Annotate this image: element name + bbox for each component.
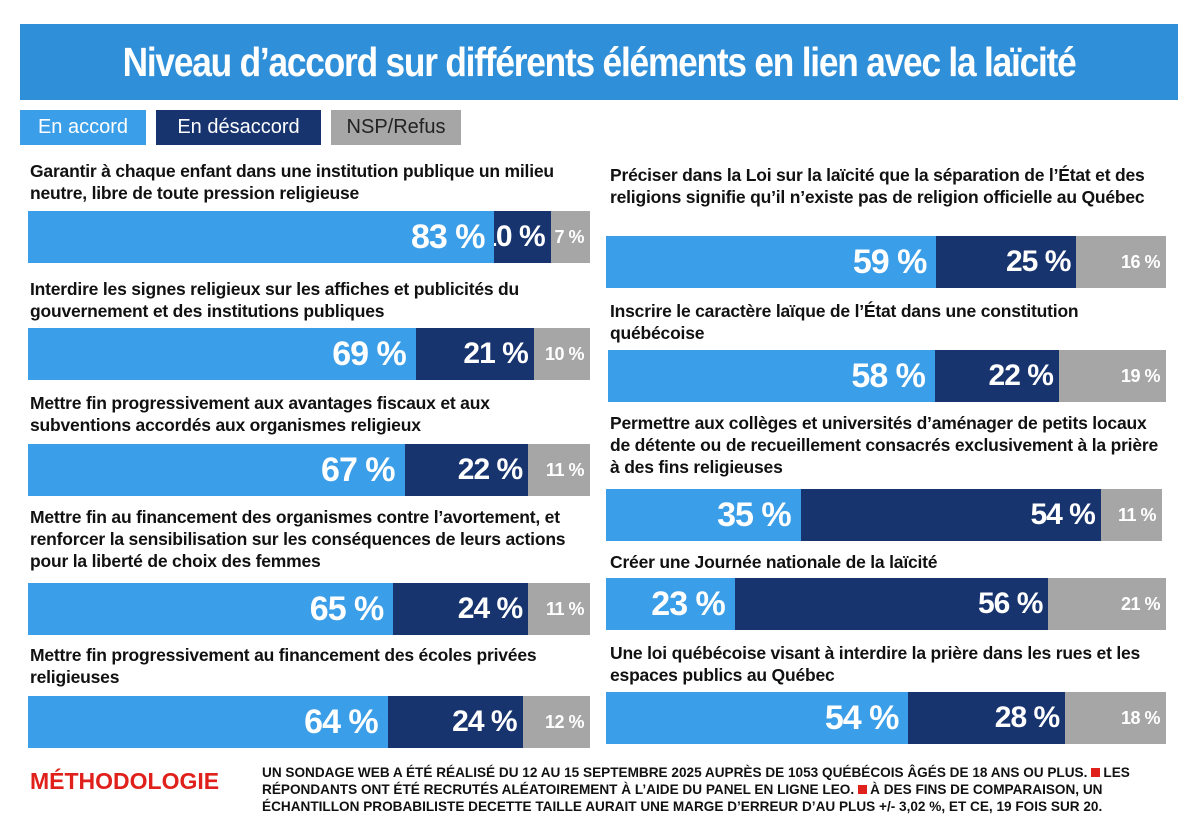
bar-segment-en-accord: 64 % (28, 696, 388, 748)
stacked-bar: 58 % 22 % 19 % (608, 350, 1166, 402)
data-label: 25 % (1006, 245, 1071, 278)
bar-segment-nsp-refus: 11 % (528, 444, 590, 496)
statement-label: Inscrire le caractère laïque de l’État d… (610, 301, 1079, 343)
statement-label: Préciser dans la Loi sur la laïcité que … (610, 165, 1145, 207)
methodology-heading: MÉTHODOLOGIE (30, 768, 220, 794)
stacked-bar: 83 % 10 % 7 % (28, 211, 590, 263)
bar-segment-en-desaccord: 10 % (494, 211, 551, 263)
stacked-bar: 23 % 56 % 21 % (606, 578, 1166, 630)
chart-title: Niveau d’accord sur différents éléments … (122, 38, 1076, 85)
statement-label: Mettre fin progressivement aux avantages… (30, 393, 490, 435)
data-label: 23 % (651, 584, 725, 623)
data-label: 11 % (545, 598, 585, 619)
bar-segment-nsp-refus: 10 % (533, 328, 590, 380)
bar-segment-en-desaccord: 24 % (387, 696, 523, 748)
bar-segment-nsp-refus: 7 % (550, 211, 590, 263)
data-label: 65 % (309, 589, 384, 628)
statement-label: Mettre fin progressivement au financemen… (30, 645, 537, 687)
bar-segment-en-desaccord: 54 % (800, 489, 1101, 541)
statement-label: Mettre fin au financement des organismes… (30, 507, 566, 571)
data-label: 11 % (545, 459, 585, 480)
legend-label: NSP/Refus (346, 116, 446, 138)
bar-segment-en-desaccord: 28 % (908, 692, 1066, 744)
data-label: 19 % (1120, 365, 1161, 386)
data-label: 24 % (452, 705, 517, 738)
bar-segment-nsp-refus: 16 % (1076, 236, 1166, 288)
stacked-bar: 69 % 21 % 10 % (28, 328, 590, 380)
bar-segment-en-desaccord: 22 % (934, 350, 1059, 402)
data-label: 58 % (851, 356, 925, 395)
red-square-icon (858, 785, 868, 794)
data-label: 83 % (410, 217, 485, 256)
legend-en-desaccord: En désaccord (156, 110, 321, 145)
data-label: 11 % (1117, 504, 1157, 525)
data-label: 54 % (824, 698, 899, 737)
bar-segment-nsp-refus: 18 % (1065, 692, 1166, 744)
data-label: 56 % (978, 587, 1043, 620)
data-label: 22 % (457, 453, 523, 486)
data-label: 7 % (554, 226, 584, 247)
stacked-bar: 35 % 54 % 11 % (606, 489, 1162, 541)
data-label: 59 % (852, 242, 927, 281)
stacked-bar: 54 % 28 % 18 % (606, 692, 1166, 744)
statement-label: Interdire les signes religieux sur les a… (30, 279, 520, 321)
methodology-part-3: À DES FINS DE COMPARAISON, UN ÉCHANTILLO… (262, 782, 1103, 814)
bar-segment-en-desaccord: 21 % (415, 328, 534, 380)
bar-segment-nsp-refus: 19 % (1058, 350, 1166, 402)
data-label: 12 % (544, 711, 585, 732)
bar-segment-en-desaccord: 24 % (393, 583, 529, 635)
bar-segment-en-accord: 69 % (28, 328, 416, 380)
data-label: 67 % (321, 450, 395, 489)
bar-segment-en-accord: 54 % (606, 692, 909, 744)
data-label: 22 % (988, 359, 1054, 392)
data-label: 21 % (463, 337, 528, 370)
statement-label: Une loi québécoise visant à interdire la… (610, 643, 1141, 685)
methodology-part-2: LES RÉPONDANTS ONT ÉTÉ RECRUTÉS ALÉATOIR… (262, 765, 1130, 797)
methodology-part-1: UN SONDAGE WEB A ÉTÉ RÉALISÉ DU 12 AU 15… (262, 765, 1088, 780)
data-label: 54 % (1030, 498, 1095, 531)
bar-segment-nsp-refus: 21 % (1048, 578, 1166, 630)
stacked-bar: 65 % 24 % 11 % (28, 583, 590, 635)
stacked-bar: 64 % 24 % 12 % (28, 696, 590, 748)
bar-segment-en-accord: 35 % (606, 489, 801, 541)
stacked-bar: 59 % 25 % 16 % (606, 236, 1166, 288)
bar-segment-nsp-refus: 11 % (528, 583, 590, 635)
data-label: 24 % (457, 592, 523, 625)
title-bar: Niveau d’accord sur différents éléments … (20, 24, 1178, 100)
bar-segment-en-accord: 23 % (606, 578, 735, 630)
data-label: 28 % (994, 701, 1060, 734)
data-label: 64 % (304, 702, 378, 741)
bar-segment-en-desaccord: 25 % (936, 236, 1077, 288)
data-label: 16 % (1120, 251, 1161, 272)
bar-segment-en-accord: 65 % (28, 583, 394, 635)
legend-label: En accord (37, 116, 129, 138)
legend-en-accord: En accord (20, 110, 146, 145)
statement-label: Créer une Journée nationale de la laïcit… (610, 552, 938, 572)
statement-label: Permettre aux collèges et universités d’… (610, 413, 1159, 477)
bar-segment-en-desaccord: 22 % (404, 444, 529, 496)
bar-segment-en-accord: 83 % (28, 211, 495, 263)
data-label: 21 % (1120, 593, 1161, 614)
bar-segment-en-accord: 67 % (28, 444, 405, 496)
stacked-bar: 67 % 22 % 11 % (28, 444, 590, 496)
bar-segment-en-accord: 59 % (606, 236, 937, 288)
data-label: 69 % (332, 334, 406, 373)
data-label: 18 % (1120, 707, 1161, 728)
bar-segment-en-accord: 58 % (608, 350, 935, 402)
methodology-text: UN SONDAGE WEB A ÉTÉ RÉALISÉ DU 12 AU 15… (262, 764, 1177, 815)
red-square-icon (1091, 768, 1101, 777)
bar-segment-en-desaccord: 56 % (734, 578, 1049, 630)
legend-nsp-refus: NSP/Refus (331, 110, 461, 145)
statement-label: Garantir à chaque enfant dans une instit… (30, 161, 554, 203)
bar-segment-nsp-refus: 12 % (522, 696, 590, 748)
data-label: 10 % (494, 220, 545, 253)
legend-label: En désaccord (177, 116, 300, 138)
data-label: 35 % (717, 495, 791, 534)
bar-segment-nsp-refus: 11 % (1100, 489, 1162, 541)
data-label: 10 % (544, 343, 585, 364)
